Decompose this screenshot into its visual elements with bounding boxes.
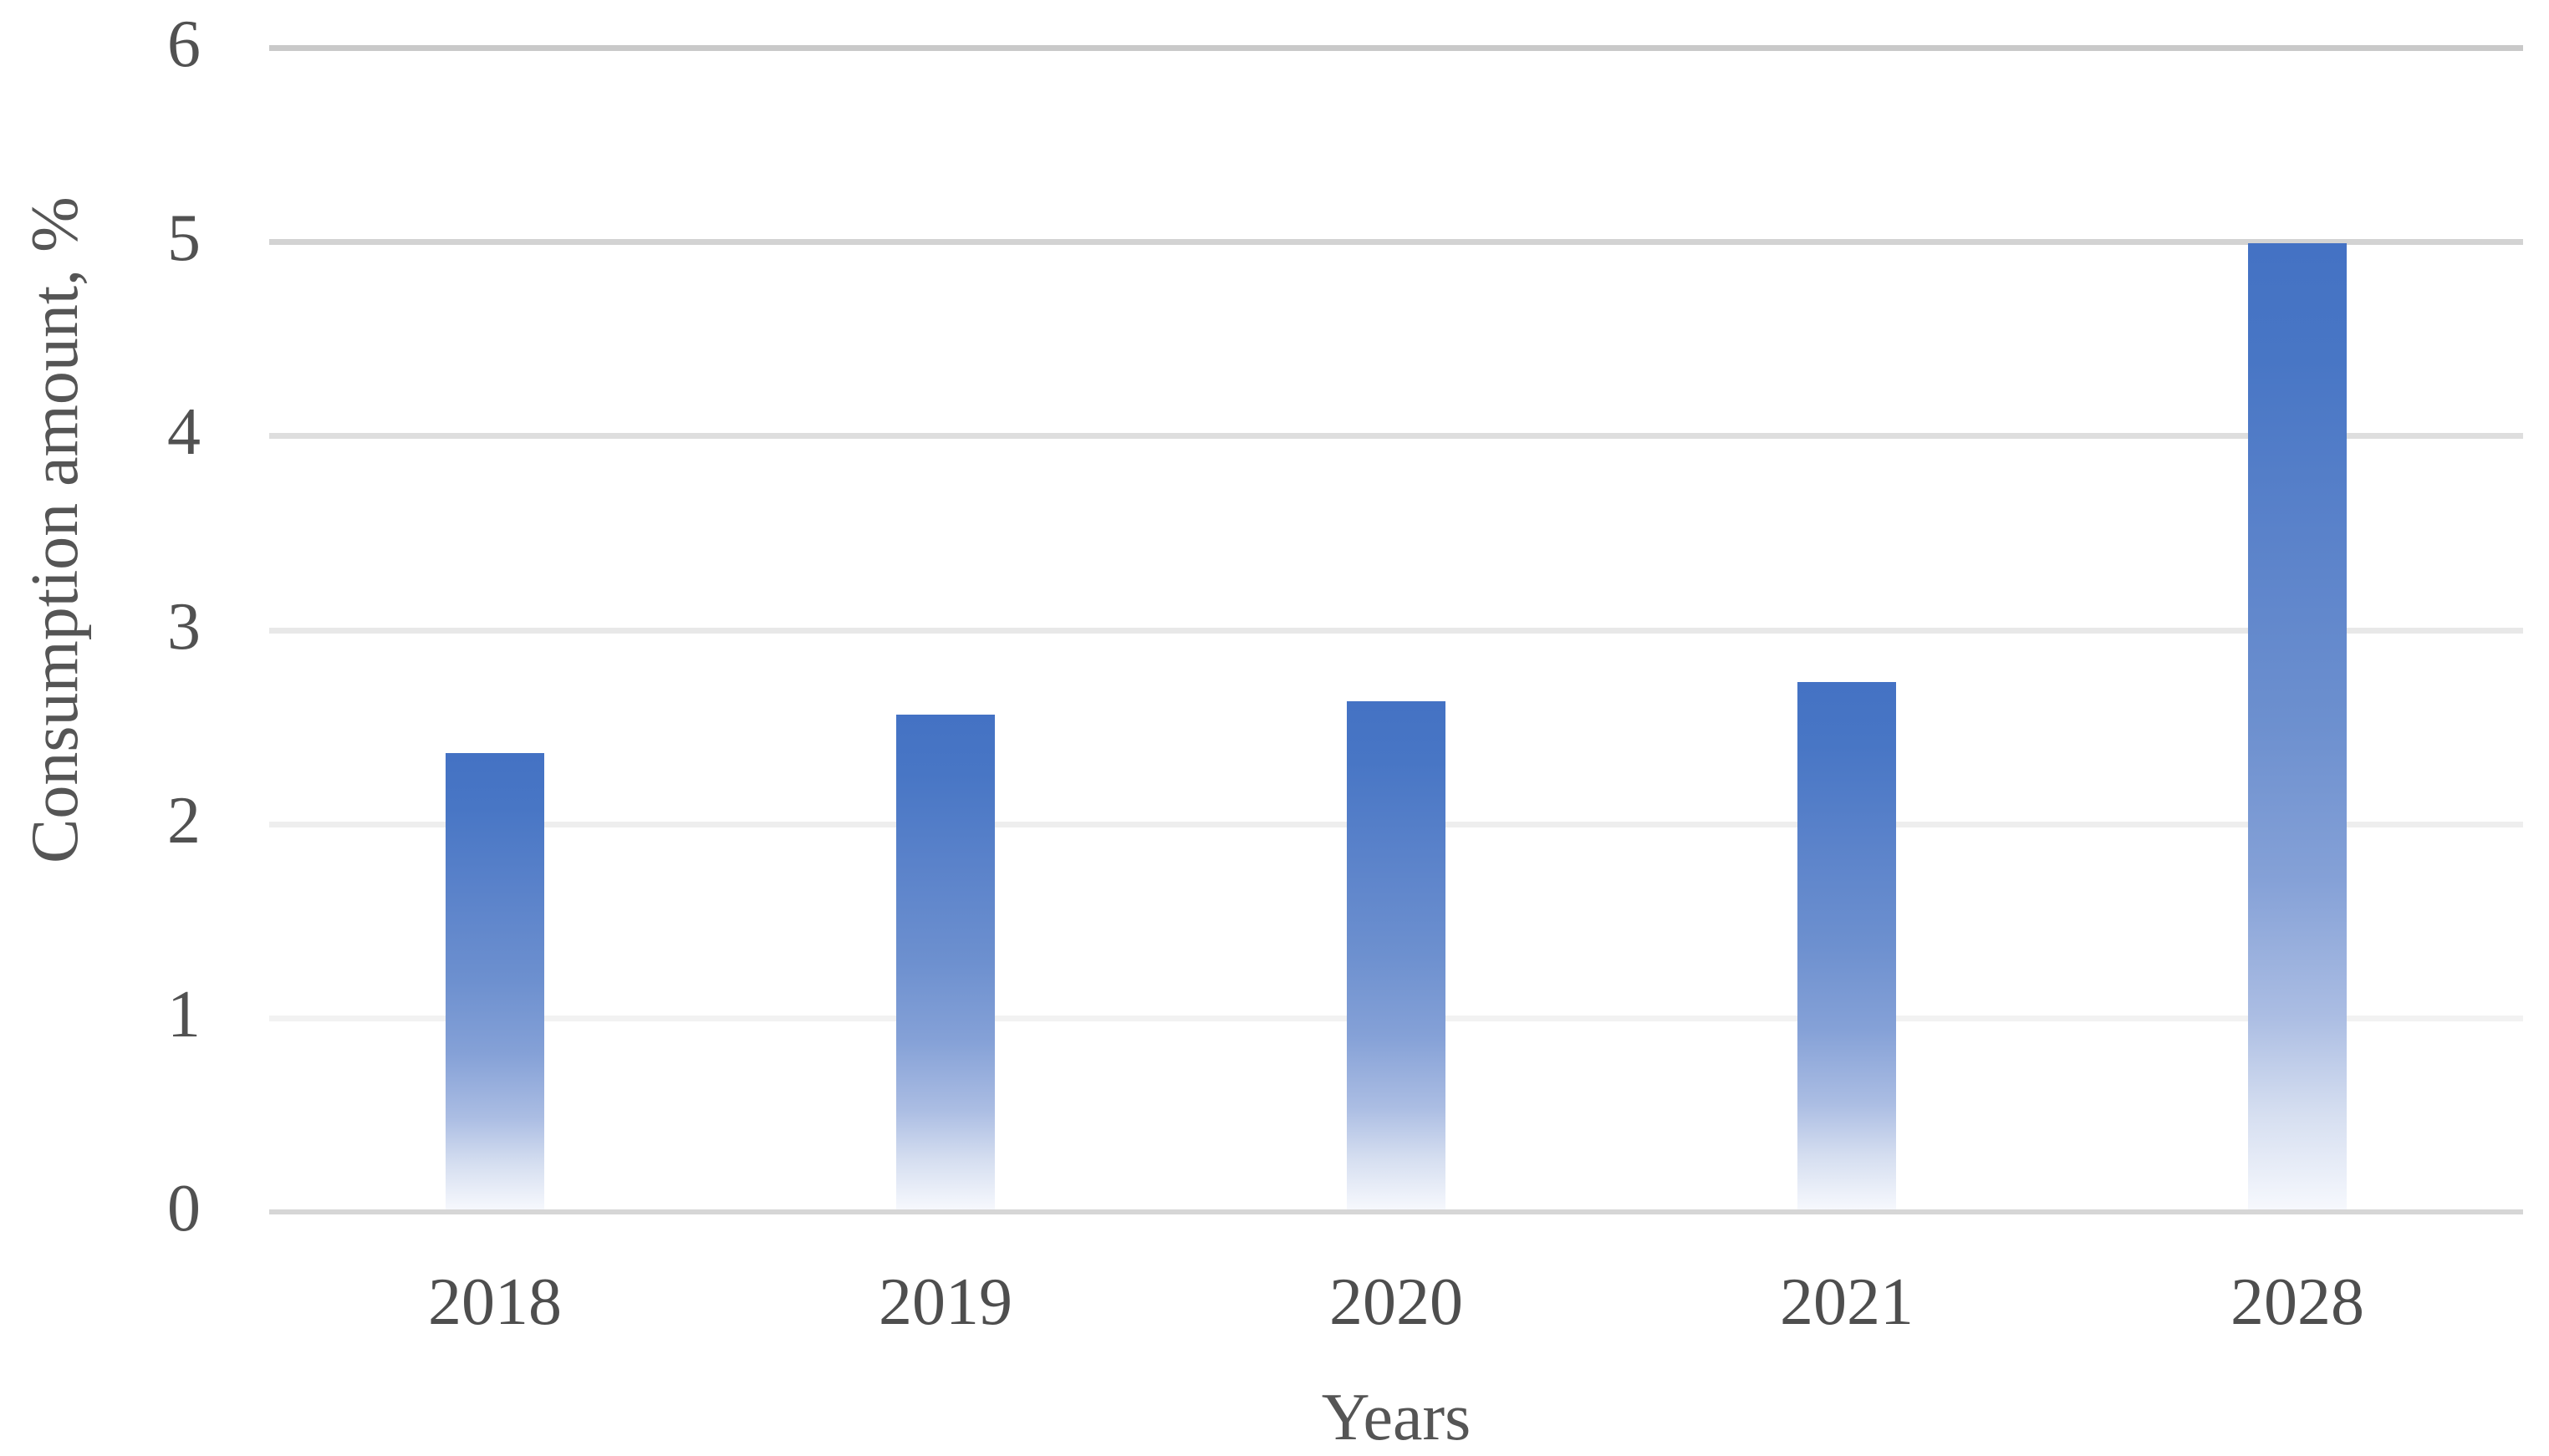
y-tick-label-0: 0: [167, 1172, 201, 1245]
x-axis-line: [269, 1209, 2523, 1214]
x-tick-label-2028: 2028: [2230, 1265, 2364, 1339]
x-tick-label-2021: 2021: [1780, 1265, 1914, 1339]
y-tick-label-2: 2: [167, 784, 201, 858]
bar-2020: [1347, 701, 1445, 1209]
bar-2019: [896, 715, 995, 1209]
x-tick-label-2019: 2019: [879, 1265, 1012, 1339]
x-tick-label-2018: 2018: [428, 1265, 562, 1339]
bar-2018: [446, 753, 544, 1209]
x-axis-title: Years: [1321, 1381, 1471, 1454]
y-axis-title: Consumption amount, %: [18, 196, 92, 863]
x-tick-label-2020: 2020: [1329, 1265, 1463, 1339]
y-tick-label-5: 5: [167, 201, 201, 275]
y-tick-label-3: 3: [167, 590, 201, 664]
gridline-4: [269, 433, 2523, 439]
y-tick-label-6: 6: [167, 8, 201, 81]
y-tick-label-4: 4: [167, 395, 201, 469]
gridline-3: [269, 628, 2523, 634]
gridline-6: [269, 45, 2523, 51]
bar-2028: [2248, 243, 2347, 1209]
y-tick-label-1: 1: [167, 978, 201, 1051]
gridline-5: [269, 239, 2523, 245]
bar-2021: [1797, 682, 1896, 1209]
